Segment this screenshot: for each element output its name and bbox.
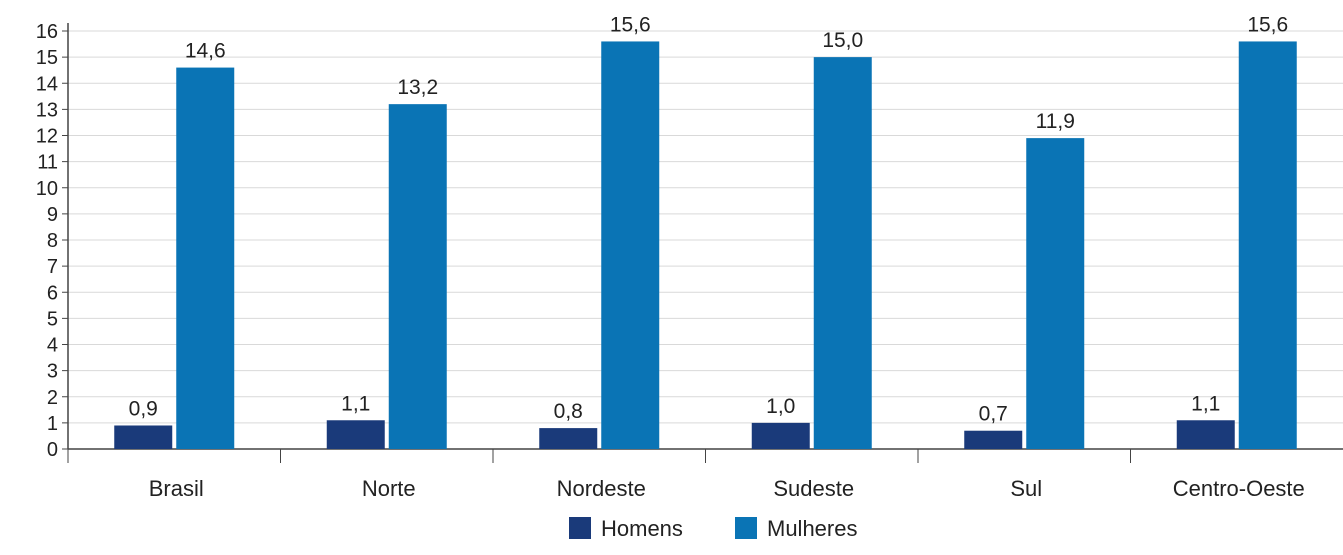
gridlines	[68, 30, 1343, 424]
bar-homens-brasil	[114, 425, 173, 449]
y-tick-label: 3	[47, 361, 58, 383]
data-label-homens: 1,0	[766, 395, 795, 418]
y-tick-label: 16	[36, 21, 58, 43]
bar-homens-centro-oeste	[1176, 420, 1235, 449]
x-tick-label: Sul	[1010, 476, 1042, 501]
x-tick-label: Sudeste	[773, 476, 854, 501]
y-tick-label: 5	[47, 308, 58, 330]
y-tick-label: 8	[47, 230, 58, 252]
legend: Homens Mulheres	[569, 516, 857, 541]
y-tick-label: 0	[47, 439, 58, 461]
bar-homens-sul	[964, 430, 1023, 449]
y-tick-label: 2	[47, 387, 58, 409]
data-label-homens: 1,1	[1191, 392, 1220, 415]
x-tick-label: Brasil	[149, 476, 204, 501]
bar-homens-sudeste	[751, 422, 810, 449]
data-label-mulheres: 13,2	[397, 76, 438, 99]
data-label-homens: 0,8	[554, 400, 583, 423]
bar-mulheres-norte	[388, 104, 447, 450]
x-tick-label: Nordeste	[557, 476, 646, 501]
y-tick-label: 9	[47, 204, 58, 226]
bar-homens-nordeste	[539, 428, 598, 449]
legend-label: Homens	[601, 516, 683, 541]
y-tick-label: 11	[37, 152, 58, 174]
data-label-homens: 1,1	[341, 392, 370, 415]
data-label-mulheres: 15,6	[1247, 13, 1288, 36]
bar-mulheres-nordeste	[601, 41, 660, 449]
data-label-mulheres: 15,6	[610, 13, 651, 36]
data-label-homens: 0,7	[979, 403, 1008, 426]
y-tick-label: 1	[47, 413, 58, 435]
bar-mulheres-sul	[1026, 138, 1085, 450]
y-tick-label: 7	[47, 256, 58, 278]
bar-homens-norte	[326, 420, 385, 449]
data-label-mulheres: 11,9	[1036, 110, 1075, 133]
y-tick-label: 4	[47, 335, 58, 357]
y-tick-label: 12	[36, 126, 58, 148]
data-label-homens: 0,9	[129, 397, 158, 420]
bar-mulheres-sudeste	[813, 57, 872, 449]
y-tick-label: 13	[36, 99, 58, 121]
bar-mulheres-brasil	[176, 67, 235, 449]
data-labels: 0,9 14,6 1,1 13,2 0,8 15,6 1,0 15,0 0,7 11,9 1,1 15…	[129, 13, 1289, 425]
bar-mulheres-centro-oeste	[1238, 41, 1297, 449]
y-tick-label: 14	[36, 73, 58, 95]
legend-label: Mulheres	[767, 516, 857, 541]
data-label-mulheres: 15,0	[822, 29, 863, 52]
legend-swatch	[735, 517, 757, 539]
x-tick-label: Centro-Oeste	[1173, 476, 1305, 501]
y-tick-label: 10	[36, 178, 58, 200]
x-tick-label: Norte	[362, 476, 416, 501]
y-tick-label: 15	[36, 47, 58, 69]
legend-swatch	[569, 517, 591, 539]
bars	[114, 41, 1297, 450]
data-label-mulheres: 14,6	[185, 40, 226, 63]
y-tick-label: 6	[47, 282, 58, 304]
